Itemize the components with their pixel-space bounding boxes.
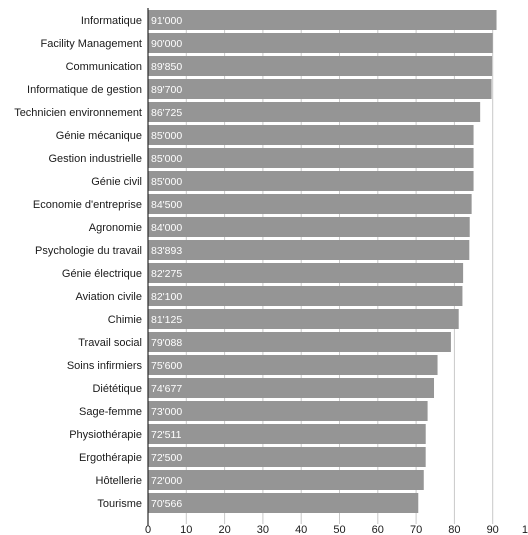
- x-tick-label: 0: [145, 524, 151, 535]
- category-label: Economie d'entreprise: [33, 199, 142, 211]
- x-tick-label: 70: [410, 524, 422, 535]
- category-label: Génie civil: [91, 176, 142, 188]
- bar: [148, 33, 493, 53]
- category-label: Diététique: [92, 383, 142, 395]
- category-label: Hôtellerie: [96, 475, 142, 487]
- category-label: Sage-femme: [79, 406, 142, 418]
- x-tick-label: 50: [333, 524, 345, 535]
- bar: [148, 470, 424, 490]
- bar: [148, 10, 497, 30]
- bar: [148, 148, 474, 168]
- x-tick-label: 90: [487, 524, 499, 535]
- category-label: Psychologie du travail: [35, 245, 142, 257]
- category-labels: Informatique Facility Management Communica…: [14, 15, 142, 510]
- category-label: Gestion industrielle: [48, 153, 142, 165]
- data-label: 85'000: [151, 153, 182, 165]
- category-label: Génie électrique: [62, 268, 142, 280]
- category-label: Travail social: [78, 337, 142, 349]
- category-label: Soins infirmiers: [67, 360, 143, 372]
- bar: [148, 332, 451, 352]
- bar: [148, 355, 438, 375]
- bar: [148, 378, 435, 398]
- category-label: Physiothérapie: [69, 429, 142, 441]
- data-label: 72'000: [151, 475, 182, 487]
- bar: [148, 309, 459, 329]
- bar: [148, 125, 474, 145]
- data-label: 72'500: [151, 452, 182, 464]
- data-label: 73'000: [151, 406, 182, 418]
- value-labels: 91'000 90'000 89'850 89'700 86'725 85'000 85'0…: [151, 15, 182, 510]
- bar: [148, 217, 470, 237]
- bar: [148, 286, 463, 306]
- data-label: 85'000: [151, 130, 182, 142]
- data-label: 89'850: [151, 61, 182, 73]
- data-label: 89'700: [151, 84, 182, 96]
- category-label: Aviation civile: [76, 291, 142, 303]
- data-label: 82'275: [151, 268, 182, 280]
- data-label: 90'000: [151, 38, 182, 50]
- x-tick-label: 10: [180, 524, 192, 535]
- data-label: 74'677: [151, 383, 182, 395]
- bar: [148, 56, 493, 76]
- bar: [148, 493, 419, 513]
- data-label: 84'000: [151, 222, 182, 234]
- category-label: Tourisme: [97, 498, 142, 510]
- data-label: 79'088: [151, 337, 182, 349]
- category-label: Agronomie: [89, 222, 142, 234]
- bar: [148, 79, 492, 99]
- data-label: 86'725: [151, 107, 182, 119]
- bar: [148, 447, 426, 467]
- category-label: Génie mécanique: [56, 130, 142, 142]
- category-label: Ergothérapie: [79, 452, 142, 464]
- x-tick-label: 30: [257, 524, 269, 535]
- category-label: Technicien environnement: [14, 107, 142, 119]
- data-label: 82'100: [151, 291, 182, 303]
- bar: [148, 194, 472, 214]
- bar: [148, 263, 464, 283]
- x-tick-label: 80: [448, 524, 460, 535]
- x-tick-label: 20: [218, 524, 230, 535]
- bar: [148, 240, 470, 260]
- category-label: Informatique: [81, 15, 142, 27]
- category-label: Informatique de gestion: [27, 84, 142, 96]
- data-label: 83'893: [151, 245, 182, 257]
- data-label: 81'125: [151, 314, 182, 326]
- category-label: Communication: [66, 61, 142, 73]
- x-tick-label: 100: [522, 524, 528, 535]
- data-label: 75'600: [151, 360, 182, 372]
- bar: [148, 102, 481, 122]
- data-label: 85'000: [151, 176, 182, 188]
- bar: [148, 401, 428, 421]
- category-label: Chimie: [108, 314, 142, 326]
- data-label: 84'500: [151, 199, 182, 211]
- data-label: 72'511: [151, 429, 182, 441]
- x-tick-label: 40: [295, 524, 307, 535]
- bar: [148, 171, 474, 191]
- x-tick-label: 60: [372, 524, 384, 535]
- bar: [148, 424, 426, 444]
- category-label: Facility Management: [41, 38, 143, 50]
- bars: [148, 10, 497, 513]
- x-axis-ticks: 0 10 20 30 40 50 60 70 80 90 100: [145, 524, 528, 535]
- data-label: 70'566: [151, 498, 182, 510]
- data-label: 91'000: [151, 15, 182, 27]
